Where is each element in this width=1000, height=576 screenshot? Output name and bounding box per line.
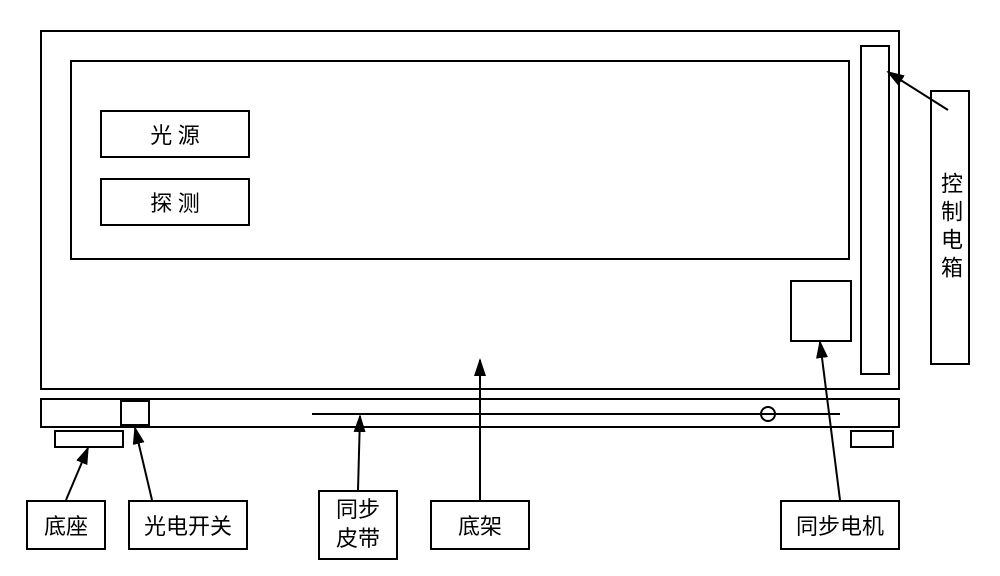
- photoelectric-switch: [120, 400, 150, 426]
- enclosure-inner: [70, 60, 850, 260]
- label-frame-text: 底架: [458, 509, 502, 541]
- motor-box: [790, 280, 852, 342]
- right-partition: [860, 45, 890, 375]
- arrow-switch: [135, 428, 152, 500]
- control-box-label: 控制电箱: [934, 172, 966, 284]
- control-electric-box: 控制电箱: [930, 90, 970, 365]
- label-belt: 同步 皮带: [318, 490, 398, 560]
- arrow-base: [66, 448, 88, 500]
- label-switch: 光电开关: [128, 500, 248, 550]
- foot-right: [850, 430, 894, 448]
- pulley-circle: [760, 406, 776, 422]
- detector-box: 探 测: [100, 178, 250, 226]
- label-base: 底座: [26, 500, 106, 550]
- label-base-text: 底座: [44, 509, 88, 541]
- label-motor-text: 同步电机: [796, 509, 884, 541]
- foot-left: [54, 430, 124, 448]
- label-motor: 同步电机: [780, 500, 900, 550]
- detector-label: 探 测: [150, 186, 200, 218]
- light-source-box: 光 源: [100, 110, 250, 158]
- label-switch-text: 光电开关: [144, 509, 232, 541]
- label-frame: 底架: [430, 500, 530, 550]
- light-source-label: 光 源: [150, 118, 200, 150]
- label-belt-text: 同步 皮带: [336, 496, 380, 553]
